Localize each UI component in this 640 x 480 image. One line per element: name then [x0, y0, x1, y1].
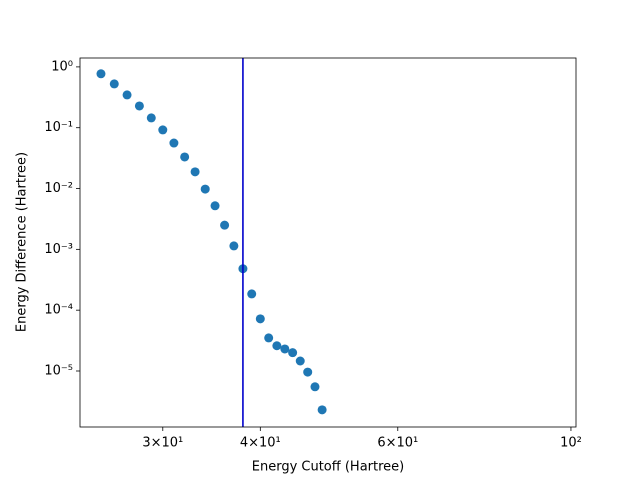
- point: [146, 113, 156, 123]
- point: [255, 314, 265, 324]
- y-tick-label: 10⁻¹: [44, 120, 73, 135]
- point: [158, 125, 168, 135]
- point: [96, 69, 106, 79]
- point: [220, 220, 230, 230]
- plot-frame: [79, 57, 577, 428]
- x-tick-label: 10²: [560, 436, 582, 451]
- point: [134, 101, 144, 111]
- point: [210, 201, 220, 211]
- x-tick-label: 3×10¹: [142, 436, 183, 451]
- point: [229, 241, 239, 251]
- point: [169, 138, 179, 148]
- x-tick-label: 6×10¹: [377, 436, 418, 451]
- y-axis-label: Energy Difference (Hartree): [15, 152, 30, 332]
- y-tick-label: 10⁰: [51, 59, 73, 74]
- point: [109, 79, 119, 89]
- y-tick-label: 10⁻²: [44, 181, 73, 196]
- point: [288, 348, 298, 358]
- x-axis-label: Energy Cutoff (Hartree): [252, 460, 404, 475]
- point: [272, 341, 282, 351]
- point: [200, 184, 210, 194]
- x-tick-label: 4×10¹: [240, 436, 281, 451]
- point: [264, 333, 274, 343]
- point: [295, 356, 305, 366]
- point: [280, 344, 290, 354]
- point: [180, 152, 190, 162]
- point: [303, 367, 313, 377]
- y-tick-label: 10⁻³: [44, 242, 73, 257]
- point: [247, 289, 257, 299]
- point: [310, 382, 320, 392]
- point: [122, 90, 132, 100]
- y-tick-label: 10⁻⁵: [44, 363, 73, 378]
- point: [190, 167, 200, 177]
- y-tick-label: 10⁻⁴: [44, 303, 73, 318]
- point: [317, 405, 327, 415]
